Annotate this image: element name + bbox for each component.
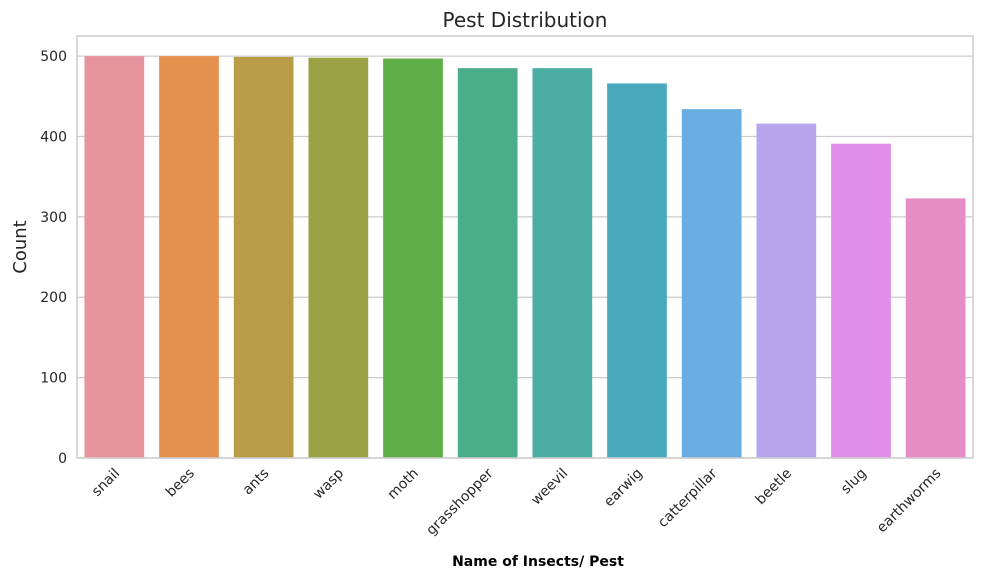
y-tick-label: 0: [58, 451, 67, 467]
plot-frame: [76, 35, 974, 459]
x-tick-label: slug: [838, 466, 870, 498]
x-tick-label: bees: [163, 466, 198, 501]
y-tick-labels: 0 100 200 300 400 500: [40, 49, 67, 467]
y-tick-label: 200: [40, 290, 67, 306]
bar-earwig: [607, 83, 667, 459]
x-tick-label: wasp: [310, 465, 347, 502]
bars: [84, 56, 966, 459]
y-tick-label: 300: [40, 210, 67, 226]
x-tick-label: grasshopper: [423, 465, 496, 538]
x-tick-label: beetle: [753, 466, 796, 509]
bar-bees: [159, 56, 219, 458]
x-tick-label: catterpillar: [655, 465, 721, 531]
y-tick-label: 400: [40, 129, 67, 145]
bar-ants: [233, 56, 294, 458]
bar-moth: [383, 58, 443, 459]
x-tick-label: weevil: [528, 466, 571, 509]
bar-wasp: [308, 57, 369, 459]
y-axis-label: Count: [10, 220, 31, 273]
x-tick-labels: snail bees ants wasp moth grasshopper weevil ea…: [89, 465, 945, 538]
x-tick-label: ants: [240, 466, 273, 499]
bar-snail: [84, 56, 145, 458]
y-tick-label: 100: [40, 371, 67, 387]
y-tick-label: 500: [40, 49, 67, 65]
x-tick-label: earthworms: [874, 466, 945, 537]
x-tick-label: snail: [89, 466, 123, 500]
x-axis-label: Name of Insects/ Pest: [452, 554, 624, 570]
chart-title: Pest Distribution: [443, 8, 608, 32]
x-tick-label: moth: [385, 466, 422, 503]
bar-slug: [831, 143, 891, 458]
bar-catterpillar: [681, 109, 742, 458]
bar-grasshopper: [457, 68, 518, 459]
x-tick-label: earwig: [601, 466, 646, 511]
bar-weevil: [532, 68, 593, 459]
bar-beetle: [756, 123, 817, 458]
bar-earthworms: [905, 198, 966, 459]
